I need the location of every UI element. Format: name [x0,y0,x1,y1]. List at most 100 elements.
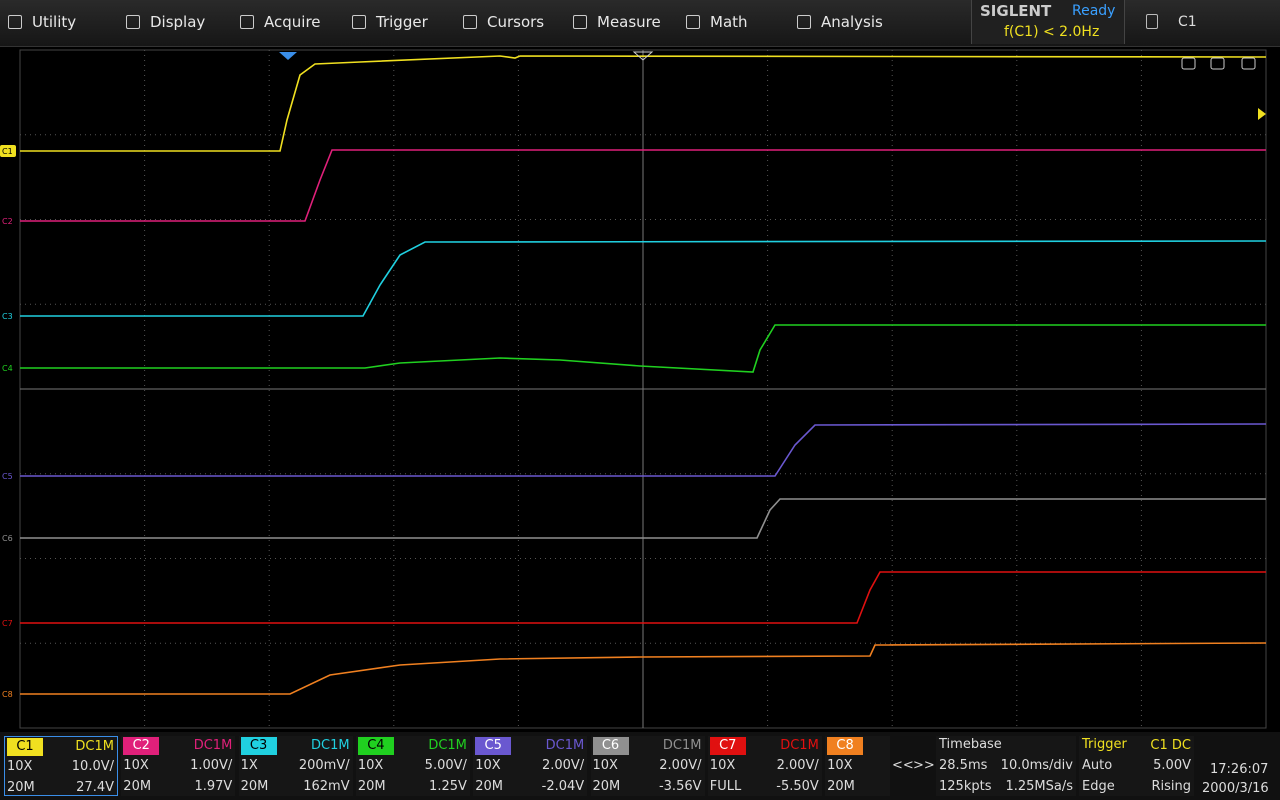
trigger-info: f(C1) < 2.0Hz [1004,24,1100,40]
date: 2000/3/16 [1202,781,1269,796]
trigger-level: 5.00V [1153,758,1191,773]
menu-label: Utility [32,13,77,31]
menu-item[interactable]: Acquire [240,0,321,46]
time-scale: 10.0ms/div [1000,758,1073,773]
bandwidth: 20M [7,780,35,795]
screen-tool [1241,57,1256,70]
channel-box[interactable]: C3 DC1M 1X 200mV/20M 162mV [238,736,353,796]
channel-box[interactable]: C2 DC1M 10X 1.00V/20M 1.97V [121,736,236,796]
channel-icon [1146,14,1158,29]
trigger-title: Trigger [1082,737,1127,752]
channel-box[interactable]: C8 10X 20M [825,736,891,796]
probe: 10X [7,759,33,774]
probe: 10X [592,758,618,773]
waveform [20,498,1266,539]
menu-label: Acquire [264,13,321,31]
screen-tool [1210,57,1225,70]
offset: -3.56V [658,779,702,794]
waveform [20,149,1266,222]
channel-box[interactable]: C1 DC1M 10X 10.0V/20M 27.4V [4,736,118,796]
bandwidth: FULL [709,779,742,794]
channel-name: C5 [475,737,512,755]
probe: 10X [827,758,853,773]
sample-rate: 1.25MSa/s [1005,779,1073,794]
waveform-area: C1 C2 C3 C4 C5 C6 C7 C8 [0,49,1267,729]
channel-name: C6 [592,737,629,755]
bandwidth: 20M [357,779,386,794]
bandwidth: 20M [827,779,855,794]
trigger-type: Edge [1082,779,1115,794]
channel-name: C8 [827,737,864,755]
bandwidth: 20M [123,779,152,794]
scale: 200mV/ [298,758,350,773]
coupling: DC1M [193,738,233,753]
timebase-panel[interactable]: Timebase 28.5ms 10.0ms/div 125kpts 1.25MSa/s [936,736,1076,796]
channel-box[interactable]: C4 DC1M 10X 5.00V/20M 1.25V [355,736,470,796]
coupling: DC1M [75,739,114,754]
waveform [20,642,1267,695]
menu-label: Display [150,13,206,31]
trigger-slope: Rising [1151,779,1191,794]
coupling: DC1M [780,738,819,753]
channel-name: C3 [240,737,277,755]
waveform [20,55,1267,152]
delay: 28.5ms [939,758,988,773]
menu-item[interactable]: Utility [8,0,76,46]
trigger-mode: Auto [1082,758,1113,773]
active-channel[interactable]: C1 [1178,14,1197,30]
menu-item[interactable]: Measure [573,0,661,46]
scale: 1.00V/ [190,758,233,773]
channel-marker-label: C2 [2,217,13,226]
channel-marker-label: C4 [2,364,13,373]
offset: -5.50V [776,779,819,794]
offset: 1.97V [194,779,233,794]
waveform [20,423,1267,477]
channel-box[interactable]: C7 DC1M 10X 2.00V/FULL -5.50V [707,736,822,796]
menu-item[interactable]: Analysis [797,0,883,46]
scale: 5.00V/ [424,758,467,773]
nav-left[interactable]: << [892,758,914,773]
scale: 2.00V/ [776,758,819,773]
channel-marker-label: C7 [2,619,13,628]
channel-marker-label: C5 [2,472,13,481]
menu-label: Measure [597,13,661,31]
coupling: DC1M [428,738,467,753]
menu-label: Trigger [376,13,428,31]
offset: 162mV [303,779,350,794]
channel-marker-label: C1 [2,147,13,156]
menu-item[interactable]: Cursors [463,0,544,46]
coupling: DC1M [311,738,350,753]
status-panel: SIGLENT Ready f(C1) < 2.0Hz [971,0,1125,44]
menu-label: Analysis [821,13,883,31]
channel-name: C7 [709,737,746,755]
probe: 10X [709,758,736,773]
scale: 2.00V/ [541,758,585,773]
brand: SIGLENT [980,2,1052,20]
waveform [20,571,1266,624]
channel-marker-label: C3 [2,312,13,321]
menu-item[interactable]: Display [126,0,205,46]
probe: 10X [357,758,384,773]
channel-marker [0,145,16,157]
offset: 27.4V [76,780,114,795]
coupling: DC1M [662,738,702,753]
coupling: DC1M [545,738,585,753]
probe: 10X [475,758,501,773]
nav-right[interactable]: >> [913,758,935,773]
channel-box[interactable]: C6 DC1M 10X 2.00V/20M -3.56V [590,736,705,796]
trigger-source: C1 DC [1150,738,1191,753]
channel-marker-label: C8 [2,690,13,699]
menu-item[interactable]: Math [686,0,748,46]
trigger-panel[interactable]: Trigger C1 DC Auto 5.00V Edge Rising [1079,736,1194,796]
channel-box[interactable]: C5 DC1M 10X 2.00V/20M -2.04V [473,736,588,796]
channel-name: C2 [123,737,160,755]
menu-item[interactable]: Trigger [352,0,428,46]
waveform [20,324,1266,373]
scale: 2.00V/ [659,758,702,773]
trigger-level [1258,108,1266,120]
probe: 10X [123,758,149,773]
offset: -2.04V [541,779,585,794]
bandwidth: 20M [240,779,269,794]
menu-label: Math [710,13,748,31]
